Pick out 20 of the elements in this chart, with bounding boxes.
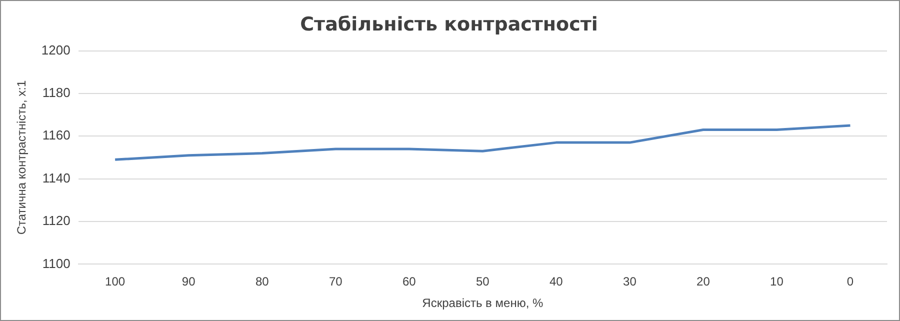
x-tick-label: 80 — [255, 274, 270, 289]
x-tick-label: 40 — [549, 274, 564, 289]
x-tick-label: 60 — [402, 274, 416, 289]
x-tick-label: 20 — [696, 274, 710, 289]
y-tick-label: 1140 — [42, 170, 70, 186]
y-tick-label: 1100 — [42, 256, 70, 271]
x-tick-label: 30 — [623, 274, 637, 289]
y-tick-label: 1160 — [42, 128, 70, 143]
y-tick-label: 1200 — [41, 42, 70, 58]
x-tick-label: 50 — [476, 274, 490, 289]
x-tick-label: 100 — [105, 274, 126, 289]
x-tick-label: 10 — [770, 274, 784, 289]
y-tick-label: 1180 — [42, 85, 70, 100]
x-tick-label: 0 — [846, 274, 854, 289]
x-axis-title: Яскравість в меню, % — [422, 296, 544, 310]
x-tick-label: 70 — [328, 274, 343, 289]
chart-title: Стабільність контрастності — [300, 13, 598, 36]
y-axis-title: Статична контрастність, x:1 — [14, 80, 29, 235]
y-tick-label: 1120 — [42, 213, 70, 228]
x-tick-label: 90 — [182, 274, 196, 289]
